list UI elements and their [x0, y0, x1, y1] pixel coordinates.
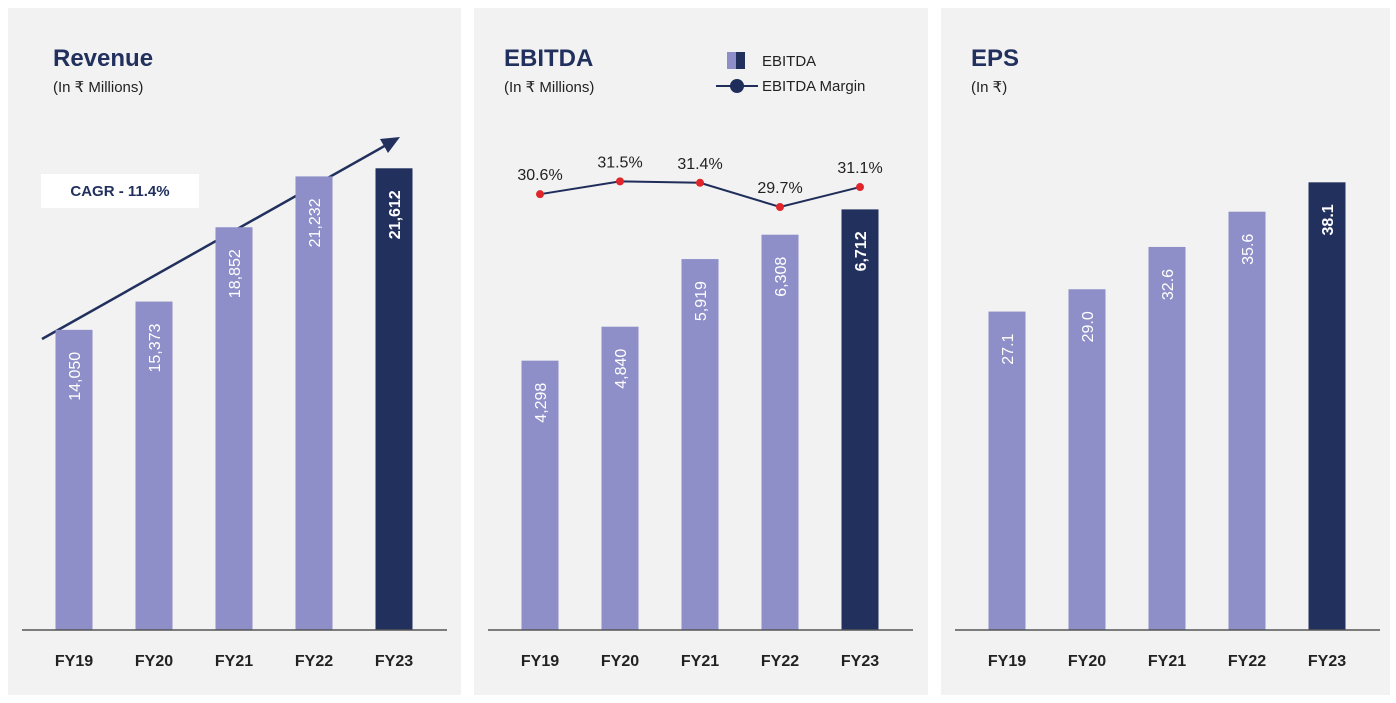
x-tick-label: FY22	[761, 653, 799, 670]
value-label: 14,050	[67, 352, 84, 401]
bar	[55, 329, 93, 630]
x-tick-label: FY23	[375, 653, 413, 670]
value-label: 31.1%	[837, 160, 882, 177]
value-label: 35.6	[1240, 234, 1257, 265]
value-label: 5,919	[693, 281, 710, 321]
value-label: 31.4%	[677, 156, 722, 173]
value-label: 15,373	[147, 323, 164, 372]
x-tick-label: FY23	[1308, 653, 1346, 670]
x-tick-label: FY22	[1228, 653, 1266, 670]
value-label: 4,840	[613, 349, 630, 389]
x-tick-label: FY20	[601, 653, 639, 670]
legend-marker	[730, 79, 744, 93]
value-label: 29.0	[1080, 311, 1097, 342]
x-tick-label: FY20	[1068, 653, 1106, 670]
value-label: 29.7%	[757, 180, 802, 197]
bar	[761, 234, 799, 630]
bar	[988, 311, 1026, 630]
bar	[1308, 182, 1346, 630]
marker	[856, 183, 864, 192]
legend-label: EBITDA	[762, 53, 816, 70]
bar	[135, 301, 173, 630]
x-tick-label: FY20	[135, 653, 173, 670]
value-label: 27.1	[1000, 333, 1017, 364]
x-tick-label: FY21	[215, 653, 253, 670]
chart-subtitle: (In ₹)	[971, 79, 1007, 96]
annotation: CAGR - 11.4%	[70, 183, 169, 200]
marker	[616, 177, 624, 186]
value-label: 21,612	[387, 190, 404, 239]
bar	[1148, 246, 1186, 630]
value-label: 18,852	[227, 249, 244, 298]
value-label: 4,298	[533, 383, 550, 423]
chart-title: EPS	[971, 45, 1019, 72]
bar	[375, 168, 413, 630]
x-tick-label: FY21	[1148, 653, 1186, 670]
bar	[295, 176, 333, 630]
legend-swatch	[727, 52, 736, 69]
legend-label: EBITDA Margin	[762, 78, 865, 95]
value-label: 38.1	[1320, 204, 1337, 235]
bar	[521, 360, 559, 630]
marker	[776, 203, 784, 211]
value-label: 21,232	[307, 198, 324, 247]
x-tick-label: FY19	[521, 653, 559, 670]
x-tick-label: FY22	[295, 653, 333, 670]
bar	[841, 209, 879, 630]
x-tick-label: FY19	[988, 653, 1026, 670]
bar	[601, 326, 639, 630]
legend-swatch	[736, 52, 745, 69]
bar	[681, 259, 719, 630]
value-label: 6,712	[853, 231, 870, 271]
marker	[696, 178, 704, 187]
chart-title: Revenue	[53, 45, 153, 72]
marker	[536, 190, 544, 199]
chart-subtitle: (In ₹ Millions)	[504, 79, 594, 96]
chart-subtitle: (In ₹ Millions)	[53, 79, 143, 96]
value-label: 30.6%	[517, 167, 562, 184]
x-tick-label: FY19	[55, 653, 93, 670]
chart-title: EBITDA	[504, 45, 593, 72]
annotation-box	[41, 174, 199, 208]
bar	[215, 227, 253, 630]
value-label: 32.6	[1160, 269, 1177, 300]
x-tick-label: FY23	[841, 653, 879, 670]
arrow-head	[380, 137, 400, 153]
bar	[1228, 211, 1266, 630]
value-label: 31.5%	[597, 154, 642, 171]
x-tick-label: FY21	[681, 653, 719, 670]
value-label: 6,308	[773, 257, 790, 297]
bar	[1068, 289, 1106, 630]
